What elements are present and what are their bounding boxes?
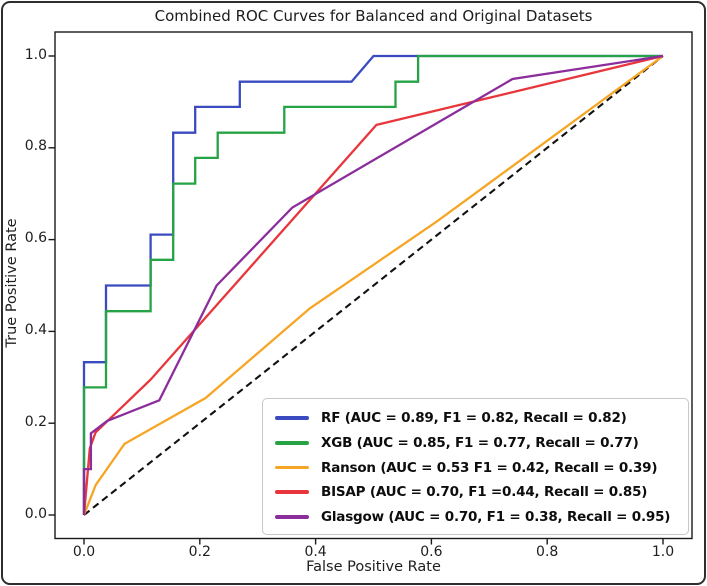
x-tick-label: 1.0 (651, 544, 675, 560)
legend-entry-rf: RF (AUC = 0.89, F1 = 0.82, Recall = 0.82… (273, 406, 680, 430)
legend-swatch-ranson (275, 465, 309, 470)
legend-entry-glasgow: Glasgow (AUC = 0.70, F1 = 0.38, Recall =… (273, 505, 680, 529)
legend-entry-xgb: XGB (AUC = 0.85, F1 = 0.77, Recall = 0.7… (273, 431, 680, 455)
y-tick-label: 0.0 (24, 505, 47, 522)
roc-curve-ranson (82, 55, 664, 516)
legend-swatch-bisap (275, 490, 309, 495)
roc-curve-xgb (82, 54, 663, 515)
axes-spines (54, 31, 693, 540)
x-tick-label: 0.2 (188, 544, 211, 560)
x-tick-label: 0.0 (72, 544, 96, 560)
roc-curve-chance (83, 55, 664, 516)
legend-label: XGB (AUC = 0.85, F1 = 0.77, Recall = 0.7… (321, 434, 639, 451)
legend-entry-ranson: Ranson (AUC = 0.53 F1 = 0.42, Recall = 0… (273, 456, 680, 480)
x-tick-label: 0.8 (536, 544, 559, 560)
legend-label: Glasgow (AUC = 0.70, F1 = 0.38, Recall =… (321, 509, 671, 525)
y-tick-label: 0.4 (24, 321, 47, 338)
y-tick-label: 0.2 (24, 413, 47, 430)
x-axis-label: False Positive Rate (306, 559, 441, 575)
x-tick-label: 0.4 (304, 544, 327, 560)
chart-title: Combined ROC Curves for Balanced and Ori… (154, 7, 593, 25)
y-tick-label: 0.8 (24, 138, 47, 155)
legend-entry-bisap: BISAP (AUC = 0.70, F1 =0.44, Recall = 0.… (273, 480, 680, 504)
legend-label: Ranson (AUC = 0.53 F1 = 0.42, Recall = 0… (321, 459, 658, 476)
roc-curve-bisap (82, 54, 664, 516)
legend-swatch-rf (275, 416, 309, 420)
legend-label: BISAP (AUC = 0.70, F1 =0.44, Recall = 0.… (321, 484, 648, 501)
legend: RF (AUC = 0.89, F1 = 0.82, Recall = 0.82… (262, 398, 689, 535)
legend-label: RF (AUC = 0.89, F1 = 0.82, Recall = 0.82… (321, 410, 627, 426)
roc-curve-glasgow (82, 54, 664, 515)
legend-swatch-glasgow (275, 515, 309, 519)
y-tick-label: 0.6 (24, 230, 47, 247)
x-tick-label: 0.6 (420, 544, 443, 560)
y-axis-label: True Positive Rate (4, 218, 20, 348)
legend-swatch-xgb (275, 440, 309, 445)
y-tick-label: 1.0 (24, 46, 47, 63)
